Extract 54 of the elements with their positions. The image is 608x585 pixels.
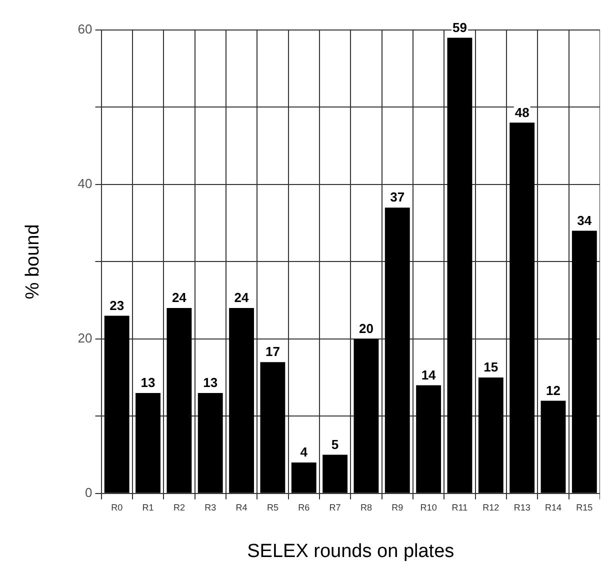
bar	[510, 122, 535, 493]
data-label: 24	[172, 290, 188, 306]
x-axis-title: SELEX rounds on plates	[247, 540, 454, 562]
bar	[540, 400, 566, 493]
data-label: 5	[331, 436, 339, 452]
data-label: 23	[110, 298, 124, 313]
data-label: 12	[546, 382, 560, 398]
bar	[384, 208, 410, 493]
data-label: 14	[421, 367, 437, 382]
y-tick-label: 60	[78, 22, 92, 37]
x-tick-label: R4	[236, 502, 248, 512]
data-label: 34	[577, 212, 592, 228]
x-tick-label: R6	[298, 502, 310, 512]
bar	[416, 385, 442, 493]
data-label: 48	[514, 104, 530, 120]
x-tick-label: R2	[173, 502, 185, 512]
bar	[572, 230, 597, 493]
y-tick-label: 20	[78, 330, 92, 346]
bar	[260, 362, 286, 493]
x-tick-label: R12	[482, 502, 500, 512]
x-tick-label: R7	[329, 502, 341, 512]
data-label: 4	[300, 444, 308, 460]
x-tick-label: R14	[544, 502, 562, 512]
x-tick-label: R1	[142, 502, 154, 512]
y-tick-label: 40	[78, 176, 92, 192]
bar	[229, 308, 254, 493]
data-label: 37	[390, 190, 405, 205]
data-label: 24	[234, 290, 250, 306]
x-tick-label: R9	[392, 502, 404, 512]
data-label: 20	[358, 321, 374, 336]
bar	[198, 392, 223, 493]
y-tick-label: 0	[85, 484, 92, 500]
data-label: 13	[203, 375, 218, 390]
bar	[136, 392, 160, 493]
bar	[166, 308, 192, 493]
x-tick-label: R0	[111, 502, 123, 512]
bar	[104, 316, 130, 493]
x-tick-label: R15	[576, 502, 593, 512]
x-tick-label: R10	[420, 502, 437, 512]
data-label: 15	[484, 360, 498, 375]
bar	[291, 462, 316, 493]
bar	[322, 454, 348, 493]
data-label: 17	[265, 344, 280, 360]
bar	[354, 338, 379, 493]
bar	[478, 378, 504, 493]
x-tick-label: R11	[452, 502, 468, 512]
x-tick-label: R3	[204, 502, 216, 512]
y-axis-title: % bound	[22, 224, 44, 300]
bar	[447, 38, 472, 493]
data-label: 13	[140, 375, 156, 390]
x-tick-label: R8	[360, 502, 372, 512]
x-tick-label: R5	[266, 502, 278, 512]
data-label: 59	[452, 20, 467, 35]
x-tick-label: R13	[514, 502, 530, 512]
